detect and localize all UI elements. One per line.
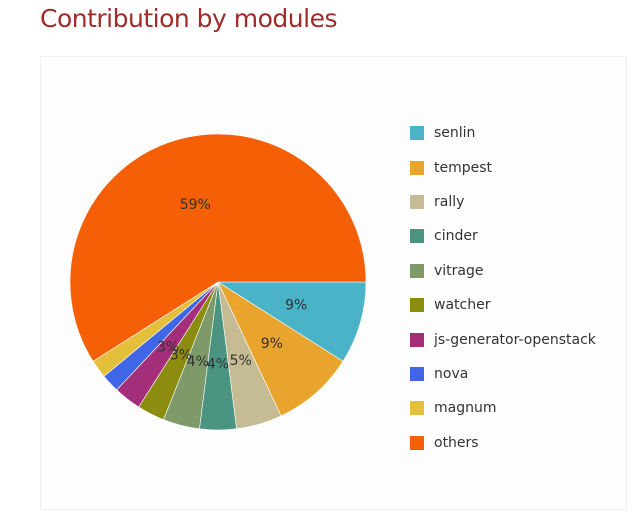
legend-label: vitrage (434, 262, 484, 279)
chart-title: Contribution by modules (40, 4, 338, 33)
legend-label: rally (434, 193, 465, 210)
legend-item-others[interactable]: others (410, 426, 596, 460)
pie-slice-senlin (216, 281, 367, 362)
legend-item-rally[interactable]: rally (410, 185, 596, 219)
legend-swatch (410, 194, 424, 209)
legend-label: nova (434, 365, 469, 382)
legend-item-watcher[interactable]: watcher (410, 288, 596, 322)
legend-swatch (410, 366, 424, 381)
slice-label-js-generator-openstack: 3% (157, 339, 179, 355)
slice-label-watcher: 3% (170, 348, 192, 364)
legend-swatch (410, 332, 424, 347)
slice-label-rally: 5% (230, 353, 252, 369)
slice-label-senlin: 9% (285, 298, 307, 314)
slice-label-vitrage: 4% (187, 354, 209, 370)
legend-swatch (410, 401, 424, 416)
slice-label-others: 59% (180, 197, 211, 213)
legend-swatch (410, 298, 424, 313)
legend-label: watcher (434, 297, 491, 314)
legend-swatch (410, 160, 424, 175)
legend-item-magnum[interactable]: magnum (410, 391, 596, 425)
legend-swatch (410, 435, 424, 450)
legend-swatch (410, 263, 424, 278)
pie-slice-others (69, 133, 367, 362)
legend-item-tempest[interactable]: tempest (410, 150, 596, 184)
legend-item-nova[interactable]: nova (410, 357, 596, 391)
legend-label: tempest (434, 159, 493, 176)
legend-label: cinder (434, 228, 478, 245)
legend-item-senlin[interactable]: senlin (410, 116, 596, 150)
legend-swatch (410, 126, 424, 141)
legend-swatch (410, 229, 424, 244)
legend-label: senlin (434, 125, 476, 142)
legend-item-cinder[interactable]: cinder (410, 219, 596, 253)
legend-item-js-generator-openstack[interactable]: js-generator-openstack (410, 322, 596, 356)
pie-slice-tempest (217, 281, 344, 417)
chart-legend: senlin tempest rally cinder vitrage watcher js… (410, 116, 596, 460)
slice-label-tempest: 9% (261, 336, 283, 352)
legend-item-vitrage[interactable]: vitrage (410, 254, 596, 288)
legend-label: others (434, 434, 479, 451)
legend-label: magnum (434, 400, 497, 417)
legend-label: js-generator-openstack (434, 331, 596, 348)
slice-label-cinder: 4% (207, 356, 229, 372)
